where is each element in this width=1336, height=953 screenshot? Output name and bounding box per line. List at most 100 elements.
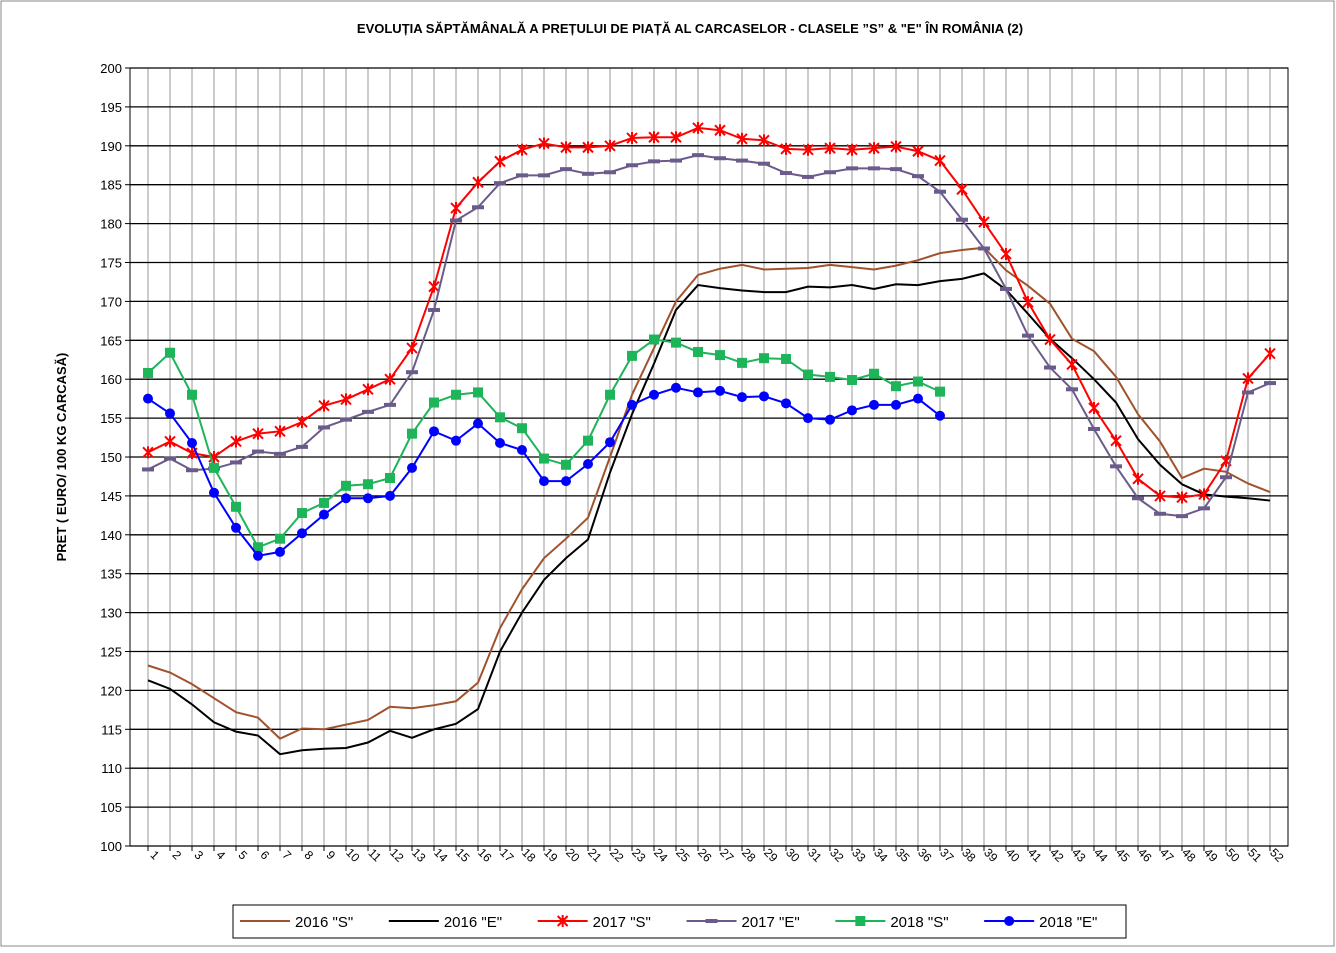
legend-label: 2017 "E" [742,914,800,931]
marker [824,170,836,175]
marker [1242,390,1254,395]
marker [406,370,418,375]
marker [560,167,572,172]
marker [912,174,924,179]
marker [319,509,329,520]
legend-box [232,904,1127,939]
marker [736,158,748,163]
legend-label: 2018 "S" [890,914,948,931]
marker [847,405,857,416]
marker [715,385,725,396]
marker [472,205,484,210]
marker [407,428,417,439]
marker [626,132,638,145]
marker [803,369,813,380]
y-tick-label: 185 [100,178,122,193]
marker [890,140,902,153]
marker [274,425,286,438]
marker [451,389,461,400]
chart-title: EVOLUȚIA SĂPTĂMÂNALĂ A PREȚULUI DE PIAȚĂ… [357,21,1023,36]
marker [1154,489,1166,502]
marker [1110,464,1122,469]
legend-label: 2017 "S" [593,914,651,931]
marker [1242,372,1254,385]
marker [539,453,549,464]
marker [1000,247,1012,260]
y-tick-label: 140 [100,528,122,543]
marker [648,131,660,144]
marker [363,493,373,504]
marker [340,417,352,422]
marker [891,381,901,392]
marker [604,139,616,152]
marker [450,218,462,223]
y-tick-label: 170 [100,294,122,309]
marker [296,444,308,449]
marker [670,158,682,163]
marker [781,398,791,409]
marker [275,546,285,557]
marker [869,368,879,379]
marker [516,143,528,156]
marker [274,451,286,456]
marker [605,389,615,400]
marker [890,167,902,172]
marker [142,467,154,472]
marker [143,393,153,404]
marker [582,141,594,154]
marker [1176,514,1188,519]
marker [253,550,263,561]
marker [494,155,506,168]
marker [1264,347,1276,360]
marker [781,353,791,364]
marker [758,161,770,166]
marker [495,412,505,423]
y-tick-label: 115 [101,722,122,737]
y-tick-label: 195 [100,100,122,115]
y-tick-label: 120 [100,683,122,698]
y-tick-label: 105 [100,800,122,815]
marker [296,415,308,428]
marker [1198,488,1210,501]
marker [275,533,285,544]
marker [297,508,307,519]
marker [935,410,945,421]
marker [252,427,264,440]
marker [1044,333,1056,346]
marker [847,374,857,385]
marker [318,425,330,430]
marker [362,409,374,414]
marker [428,307,440,312]
marker [556,915,569,927]
marker [671,337,681,348]
marker [318,399,330,412]
marker [1000,286,1012,291]
marker [253,542,263,553]
y-tick-label: 190 [100,139,122,154]
marker [384,402,396,407]
marker [583,459,593,470]
marker [451,435,461,446]
y-tick-label: 100 [100,839,122,854]
marker [1176,491,1188,504]
marker [1264,381,1276,386]
marker [627,350,637,361]
marker [538,137,550,150]
marker [913,393,923,404]
marker [1066,387,1078,392]
y-tick-label: 165 [100,333,122,348]
marker [187,389,197,400]
marker [692,153,704,158]
marker [715,350,725,361]
marker [671,382,681,393]
marker [1022,333,1034,338]
marker [670,131,682,144]
marker [429,426,439,437]
marker [935,386,945,397]
marker [362,383,374,396]
marker [429,397,439,408]
y-tick-label: 145 [100,489,122,504]
y-tick-label: 130 [100,606,122,621]
marker [759,391,769,402]
marker [319,497,329,508]
